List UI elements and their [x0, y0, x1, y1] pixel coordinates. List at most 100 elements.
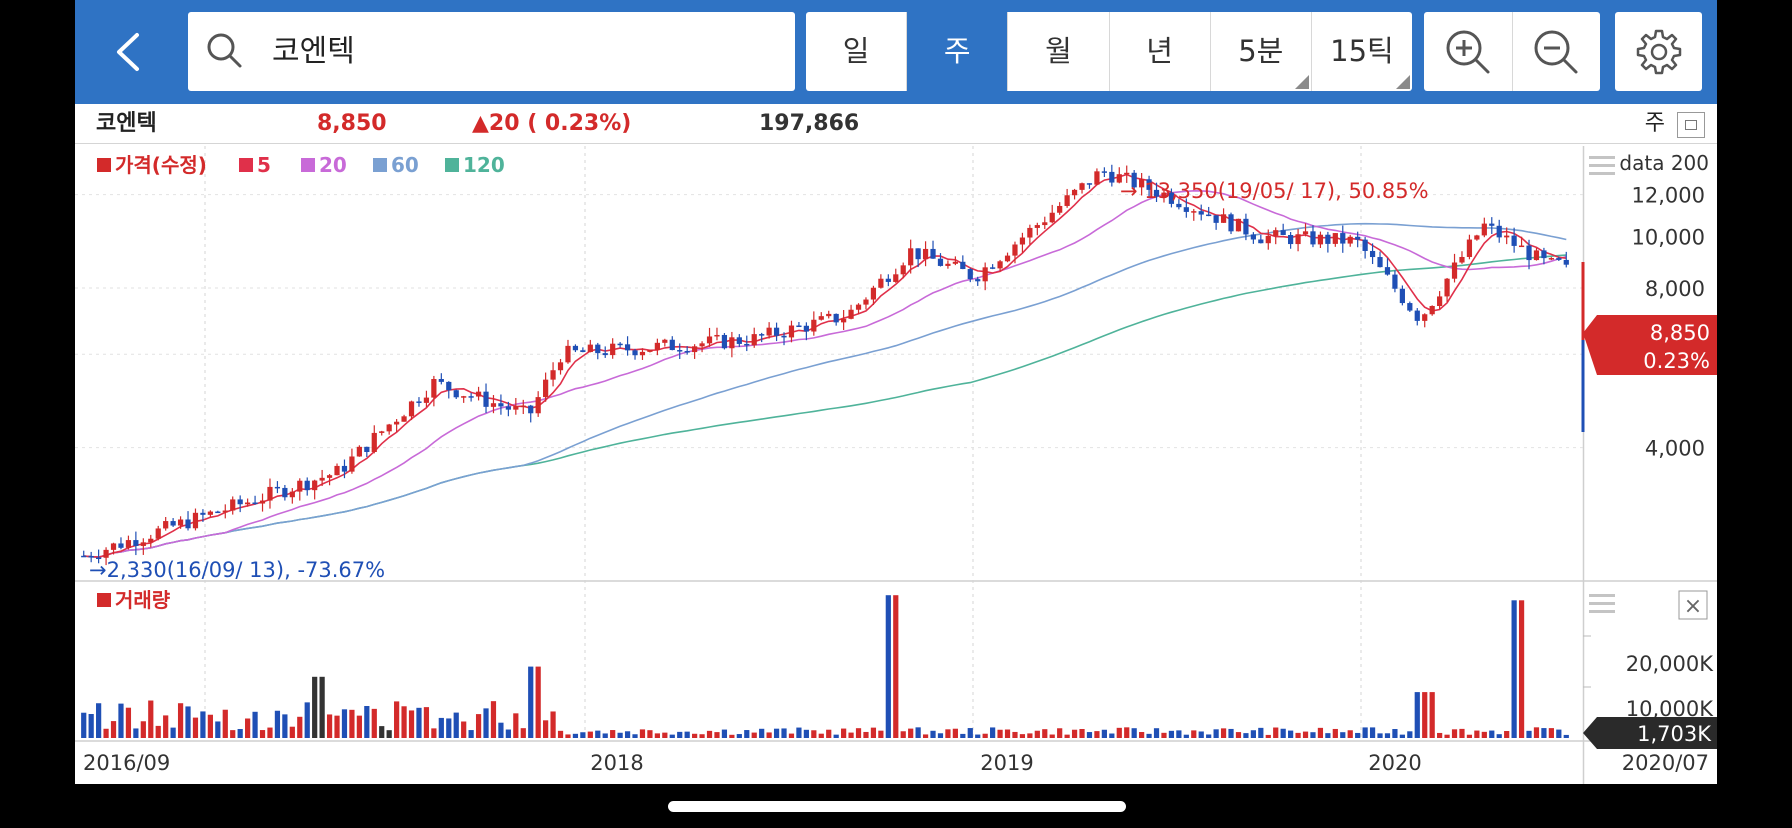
volume-bar: [1332, 728, 1338, 738]
volume-bar: [759, 728, 765, 738]
volume-bar: [602, 733, 608, 738]
candle-body: [1273, 230, 1279, 236]
volume-bar: [818, 733, 824, 738]
volume-bar: [1422, 692, 1428, 738]
candle-body: [915, 248, 921, 260]
candle-body: [416, 401, 422, 403]
volume-bar: [1049, 734, 1055, 738]
candle-body: [289, 491, 295, 498]
period-tab-1[interactable]: 주: [907, 12, 1009, 91]
unit-toggle-button[interactable]: [1677, 112, 1705, 138]
close-panel-button: [1678, 590, 1708, 620]
candle-body: [386, 424, 392, 432]
current-price-text: 8,850: [1650, 321, 1710, 345]
candle-body: [811, 319, 817, 332]
candle-body: [423, 397, 430, 403]
volume-bar: [1384, 733, 1391, 738]
volume-bar: [565, 734, 571, 738]
settings-button[interactable]: [1615, 12, 1702, 91]
volume-bar: [997, 729, 1003, 738]
volume-bar: [304, 702, 310, 738]
candle-body: [1071, 189, 1078, 196]
candle-body: [721, 334, 728, 349]
candle-body: [1295, 234, 1301, 245]
volume-bar: [498, 722, 504, 738]
volume-bar: [1489, 730, 1495, 738]
candle-body: [714, 334, 720, 337]
candle-body: [1384, 267, 1391, 275]
candle-body: [513, 406, 519, 410]
candle-body: [1459, 256, 1465, 263]
volume-bar: [744, 730, 750, 738]
period-tab-2[interactable]: 월: [1008, 12, 1110, 91]
candle-body: [1407, 303, 1413, 311]
candle-body: [937, 258, 944, 266]
candle-body: [1168, 192, 1175, 204]
candle-body: [118, 543, 124, 548]
candle-body: [1034, 225, 1040, 228]
legend-swatch: [301, 158, 315, 172]
period-tab-0[interactable]: 일: [806, 12, 908, 91]
candle-body: [468, 396, 474, 398]
current-volume-tag: [1583, 717, 1717, 749]
volume-bar: [356, 715, 362, 738]
volume-bar: [1116, 727, 1122, 738]
volume-bar: [580, 732, 586, 738]
menu-icon-bar: [1589, 610, 1615, 613]
home-indicator: [668, 801, 1126, 812]
candle-body: [379, 431, 385, 433]
search-icon: [207, 33, 242, 68]
volume-bar: [475, 714, 482, 738]
volume-bar: [863, 731, 869, 738]
period-tab-label: 15틱: [1330, 34, 1394, 68]
candle-body: [602, 353, 608, 356]
zoom-in-button[interactable]: [1424, 12, 1513, 91]
corner-triangle-icon: [1294, 75, 1309, 89]
volume-bar: [453, 712, 459, 738]
candle-body: [1146, 179, 1152, 190]
volume-bar: [230, 730, 236, 738]
volume-bar: [1563, 734, 1569, 738]
candle-body: [192, 512, 199, 529]
volume-bar: [349, 709, 355, 738]
back-button[interactable]: [75, 0, 185, 104]
volume-bar: [326, 714, 333, 738]
period-tab-4[interactable]: 5분: [1211, 12, 1312, 91]
candle-body: [669, 339, 675, 351]
volume-bar: [215, 721, 221, 738]
legend-label: 60: [391, 153, 419, 177]
volume-bar: [1042, 729, 1048, 738]
volume-bar: [252, 711, 258, 738]
candle-body: [259, 500, 266, 504]
search-input[interactable]: 코엔텍: [188, 12, 795, 91]
candle-body: [826, 313, 832, 317]
period-tab-3[interactable]: 년: [1110, 12, 1211, 91]
candle-body: [274, 486, 281, 489]
volume-bar: [870, 727, 877, 738]
volume-bar: [1139, 732, 1145, 738]
candle-body: [356, 446, 362, 457]
volume-bar: [632, 734, 638, 738]
candle-body: [788, 325, 795, 338]
volume-bar: [662, 732, 668, 738]
y-tick-label: 4,000: [1645, 437, 1705, 461]
volume-bar: [133, 728, 139, 738]
period-tabs: 일 주 월 년 5분 15틱: [806, 12, 1412, 91]
volume-bar: [1340, 732, 1346, 738]
zoom-in-icon: [1446, 30, 1490, 73]
volume-bar: [721, 729, 728, 738]
period-tab-5[interactable]: 15틱: [1312, 12, 1412, 91]
candle-body: [1437, 296, 1443, 306]
volume-bar: [1243, 733, 1249, 738]
legend-swatch: [239, 158, 253, 172]
candle-body: [982, 267, 988, 282]
volume-bar: [692, 733, 698, 738]
volume-bar: [610, 730, 616, 738]
candle-body: [1489, 223, 1495, 226]
candle-body: [505, 406, 511, 410]
x-tick-label: 2020/07: [1622, 751, 1709, 775]
volume-legend-swatch: [97, 593, 111, 607]
zoom-out-button[interactable]: [1513, 12, 1601, 91]
candle-body: [110, 543, 117, 550]
